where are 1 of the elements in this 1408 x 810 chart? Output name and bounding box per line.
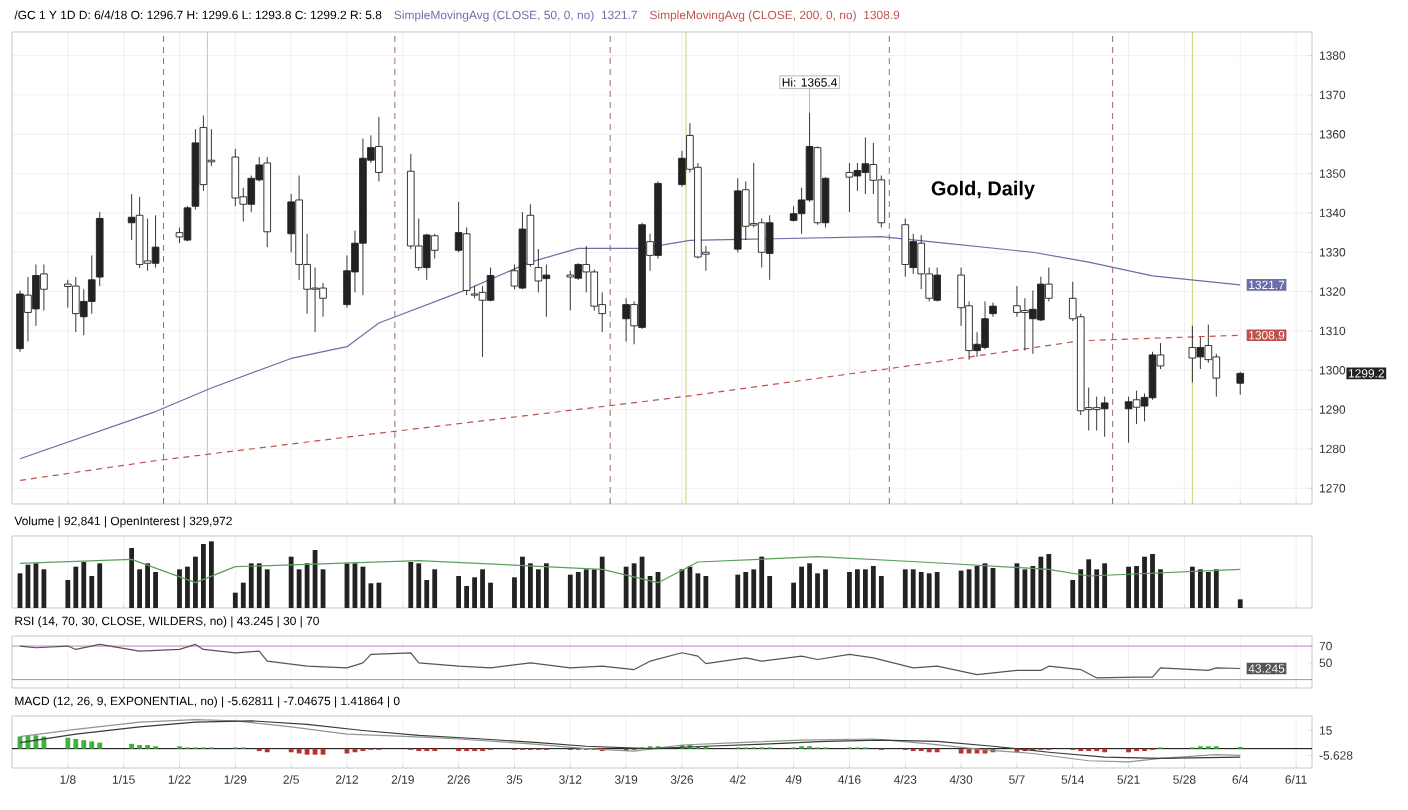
text: Gold, Daily — [931, 180, 1035, 200]
